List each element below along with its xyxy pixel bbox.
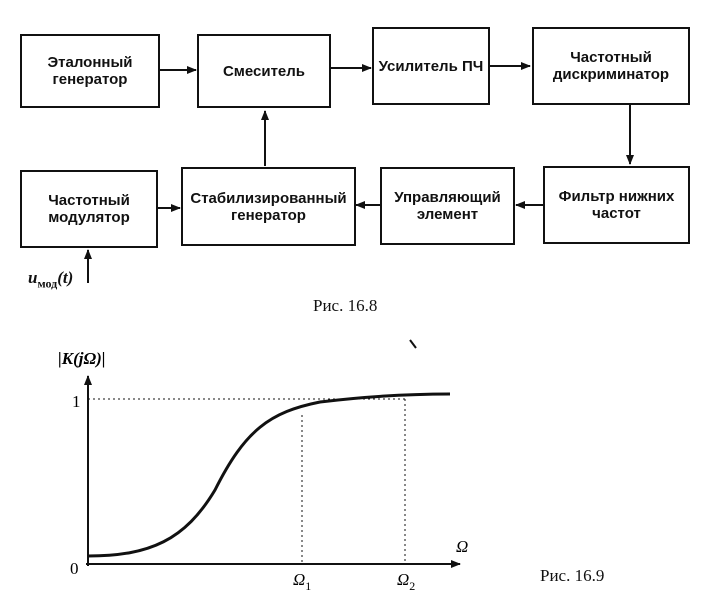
tick-label-one: 1 <box>72 392 81 411</box>
omega2-subscript: 2 <box>409 579 415 593</box>
omega1-subscript: 1 <box>305 579 311 593</box>
input-subscript: мод <box>37 276 58 291</box>
omega1-label: Ω1 <box>293 570 311 593</box>
x-axis-label: Ω <box>456 537 468 556</box>
block-low-pass-filter: Фильтр нижних частот <box>543 166 690 244</box>
block-mixer: Смеситель <box>197 34 331 108</box>
block-frequency-discriminator: Частотный дискриминатор <box>532 27 690 105</box>
response-curve <box>87 392 451 558</box>
block-if-amplifier: Усилитель ПЧ <box>372 27 490 105</box>
block-frequency-modulator: Частотный модулятор <box>20 170 158 248</box>
caption-fig-16-9: Рис. 16.9 <box>540 566 605 585</box>
block-reference-generator: Эталонный генератор <box>20 34 160 108</box>
origin-label: 0 <box>70 559 79 578</box>
caption-fig-16-8: Рис. 16.8 <box>313 296 378 315</box>
scan-artifact-mark <box>409 339 417 349</box>
modulation-input-label: uмод(t) <box>28 268 73 291</box>
omega2-label: Ω2 <box>397 570 415 593</box>
block-stabilized-generator: Стабилизированный генератор <box>181 167 356 246</box>
block-control-element: Управляющий элемент <box>380 167 515 245</box>
y-axis-label: |K(jΩ)| <box>58 349 106 368</box>
input-argument: (t) <box>57 268 74 287</box>
input-symbol: u <box>28 268 38 287</box>
